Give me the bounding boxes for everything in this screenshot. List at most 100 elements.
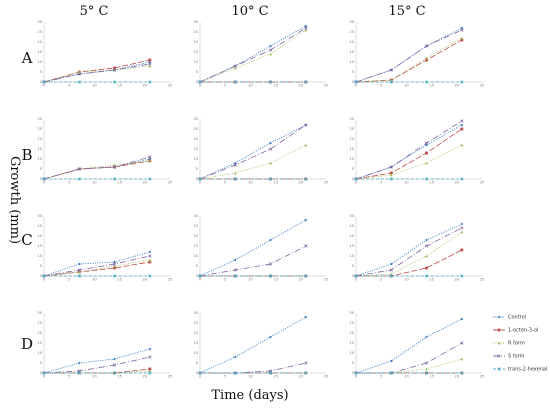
data-point-trans-2-hexenal (42, 371, 46, 375)
data-point-r-form (460, 143, 464, 147)
data-point-1-octen-3-ol (460, 127, 464, 131)
series-line-s-form (200, 362, 306, 374)
data-point-trans-2-hexenal (42, 80, 46, 84)
y-tick-label: 20 (37, 40, 42, 44)
data-point-r-form (269, 52, 272, 56)
data-point-r-form (233, 66, 237, 70)
legend-item-s-form: S form (493, 354, 525, 360)
y-tick-label: 0 (40, 274, 43, 278)
y-tick-label: 25 (349, 30, 354, 34)
data-point-r-form (460, 36, 464, 40)
data-point-control (77, 361, 81, 365)
x-tick-label: 25 (324, 84, 329, 88)
series-line-s-form (356, 342, 463, 374)
data-point-trans-2-hexenal (42, 177, 46, 181)
y-tick-label: 30 (349, 214, 354, 218)
y-tick-label: 10 (349, 254, 354, 258)
series-line-s-form (43, 63, 150, 83)
series-line-control (43, 158, 150, 180)
panel-c-10-c: 0 5 10 15 20 25 30 0 5 10 15 20 25 (193, 214, 328, 281)
x-tick-label: 0 (355, 84, 358, 88)
legend-item-1-octen-3-ol: 1-octen-3-ol (493, 328, 538, 334)
data-point-trans-2-hexenal (198, 371, 202, 375)
data-point-control (460, 317, 464, 321)
y-tick-label: 10 (349, 157, 354, 161)
y-tick-label: 5 (352, 167, 354, 171)
data-point-control (148, 250, 152, 254)
x-tick-label: 5 (380, 375, 382, 379)
data-point-trans-2-hexenal (354, 177, 358, 181)
series-line-control (355, 223, 463, 277)
data-point-trans-2-hexenal (148, 177, 152, 181)
data-point-1-octen-3-ol (148, 367, 152, 371)
series-line-control (355, 124, 463, 180)
y-tick-label: 20 (349, 137, 354, 141)
data-point-control (304, 218, 308, 222)
x-tick-label: 10 (404, 84, 409, 88)
x-tick-label: 5 (224, 278, 226, 282)
legend-item-trans-2-hexenal: trans-2-hexenal (493, 367, 547, 373)
data-point-s-form (77, 167, 81, 171)
data-point-trans-2-hexenal (424, 80, 429, 84)
x-tick-label: 10 (248, 278, 253, 282)
series-line-control (43, 251, 150, 277)
x-tick-label: 5 (224, 84, 226, 88)
data-point-trans-2-hexenal (424, 371, 429, 375)
data-point-r-form (425, 56, 428, 60)
data-point-trans-2-hexenal (304, 80, 308, 84)
y-tick-label: 20 (349, 40, 354, 44)
series-line-r-form (199, 144, 307, 180)
data-point-trans-2-hexenal (148, 80, 152, 84)
y-tick-label: 20 (349, 331, 354, 335)
x-tick-label: 15 (273, 181, 278, 185)
x-tick-label: 20 (143, 181, 148, 185)
y-tick-label: 30 (37, 117, 42, 121)
legend-label: S form (508, 354, 525, 360)
legend-label: trans-2-hexenal (508, 367, 547, 373)
y-tick-label: 25 (37, 30, 42, 34)
y-tick-label: 25 (349, 224, 354, 228)
x-tick-label: 10 (92, 84, 97, 88)
y-tick-label: 20 (37, 234, 42, 238)
legend-item-control: Control (493, 315, 526, 321)
row-label-c: C (21, 231, 32, 249)
y-tick-label: 20 (37, 137, 42, 141)
series-line-r-form (356, 358, 462, 374)
x-tick-label: 20 (143, 375, 148, 379)
x-tick-label: 5 (224, 375, 226, 379)
data-point-control (425, 335, 428, 339)
y-tick-label: 15 (37, 244, 42, 248)
data-point-s-form (424, 244, 429, 248)
x-tick-label: 15 (273, 375, 278, 379)
data-point-1-octen-3-ol (460, 38, 464, 42)
x-tick-label: 5 (68, 278, 70, 282)
data-point-s-form (389, 165, 393, 169)
x-tick-label: 20 (299, 181, 304, 185)
series-line-r-form (43, 259, 150, 277)
data-point-control (269, 44, 272, 48)
data-point-1-octen-3-ol (113, 266, 116, 270)
data-point-s-form (304, 361, 308, 365)
series-line-s-form (355, 120, 463, 180)
data-point-s-form (112, 363, 117, 367)
x-tick-label: 5 (380, 84, 382, 88)
x-tick-label: 20 (299, 84, 304, 88)
y-tick-label: 10 (37, 254, 42, 258)
data-point-r-form (148, 64, 152, 68)
data-point-control (269, 141, 272, 145)
data-point-s-form (77, 268, 81, 272)
x-tick-label: 0 (355, 278, 358, 282)
series-line-1-octen-3-ol (43, 160, 150, 180)
data-point-trans-2-hexenal (112, 274, 117, 278)
panel-d-5-c: 0 5 10 15 20 25 30 0 5 10 15 20 25 (37, 311, 172, 378)
series-line-1-octen-3-ol (356, 249, 463, 277)
data-point-s-form (424, 361, 429, 365)
data-point-s-form (233, 268, 237, 272)
x-axis-title: Time (days) (211, 388, 288, 403)
panel-c-15-c: 0 5 10 15 20 25 30 0 5 10 15 20 25 (349, 214, 484, 281)
y-tick-label: 10 (37, 157, 42, 161)
data-point-s-form (460, 28, 464, 32)
y-tick-label: 5 (40, 70, 42, 74)
x-tick-label: 15 (273, 84, 278, 88)
data-point-trans-2-hexenal (148, 274, 152, 278)
